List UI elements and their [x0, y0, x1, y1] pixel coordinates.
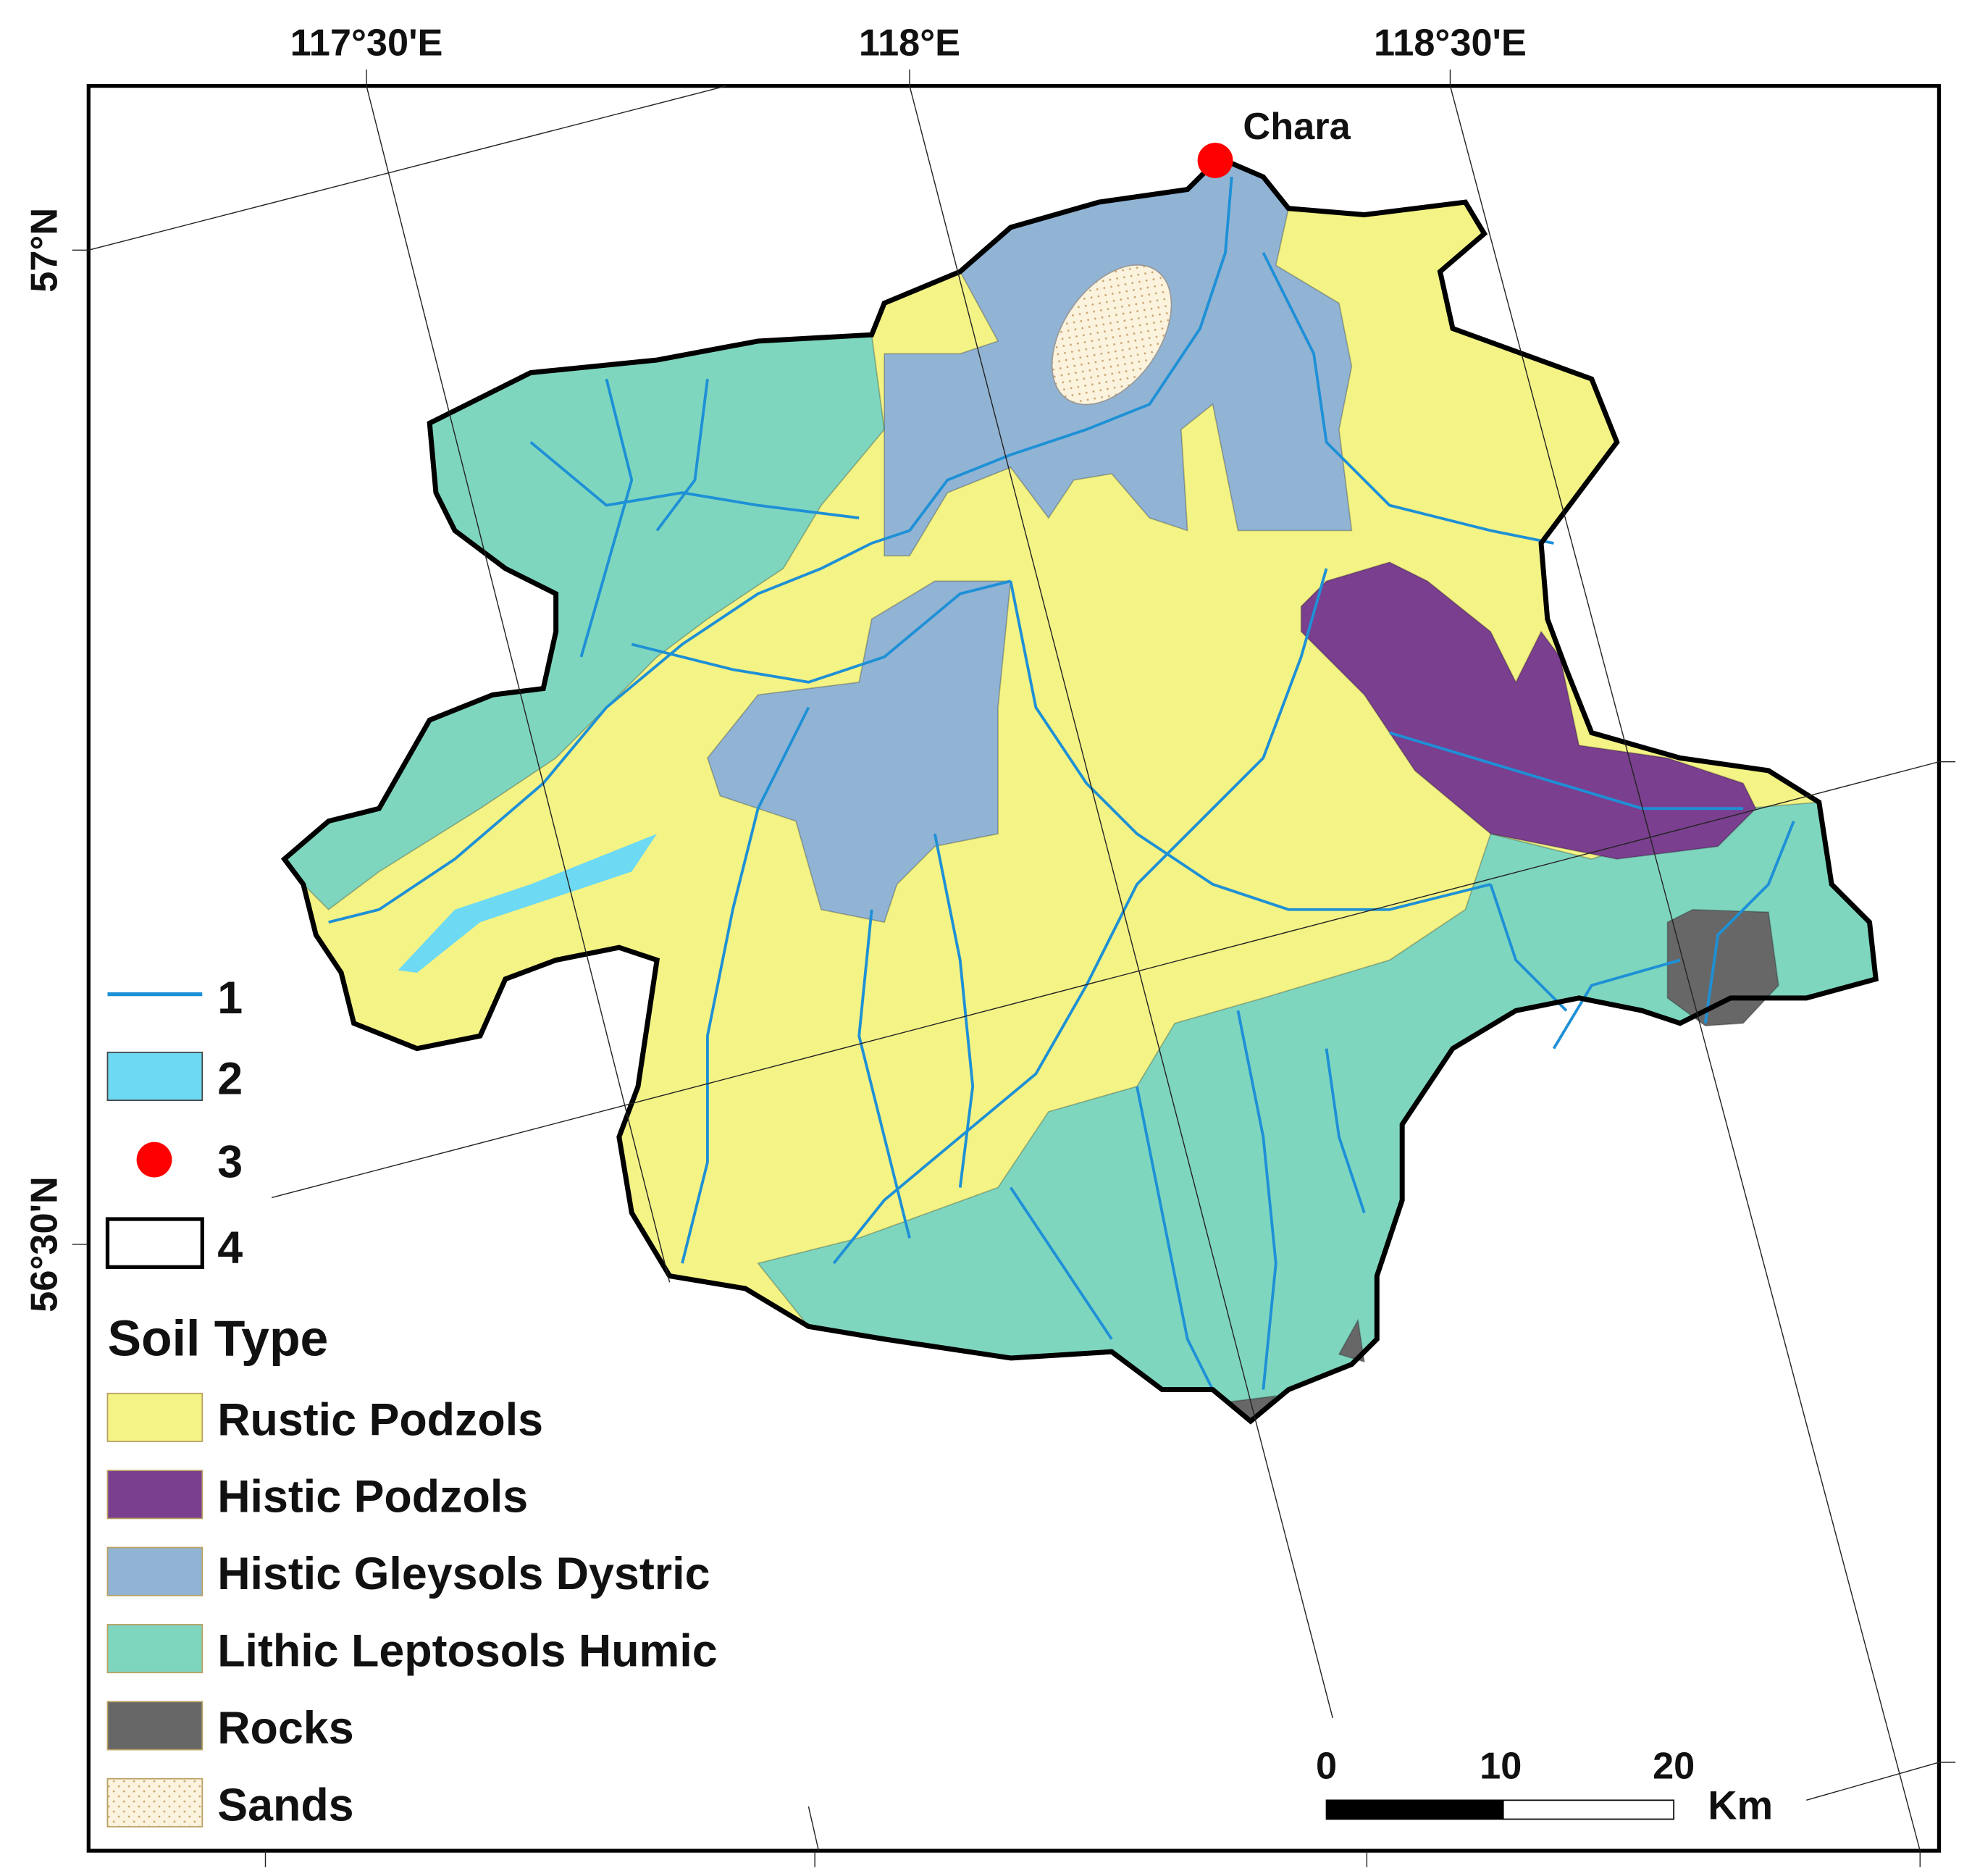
soil-region [1300, 561, 1757, 860]
soil-legend: Rustic Podzols Histic Podzols Histic Gleys… [106, 1392, 718, 1830]
legend-label: 2 [217, 1053, 243, 1104]
legend-swatch [106, 1701, 204, 1751]
scale-label: 0 [1316, 1746, 1337, 1788]
soil-region [1338, 1318, 1365, 1363]
lon-label: 118°E [859, 22, 960, 64]
graticule [72, 69, 1956, 1867]
legend-label: Sands [217, 1780, 353, 1830]
legend-swatch [106, 1392, 204, 1442]
lake [398, 834, 658, 973]
legend-label: Histic Gleysols Dystric [217, 1549, 710, 1599]
scale-bar-black [1325, 1799, 1504, 1820]
legend-label: 3 [217, 1137, 243, 1188]
place-label: Chara [1243, 106, 1351, 148]
town-marker [1197, 143, 1233, 178]
scale-unit: Km [1708, 1783, 1773, 1828]
legend-swatch [106, 1624, 204, 1674]
legend-label: 4 [217, 1223, 243, 1273]
lat-label: 57°N [24, 208, 66, 293]
legend-label: Histic Podzols [217, 1472, 528, 1523]
rivers [328, 177, 1795, 1391]
legend-swatch [106, 1470, 204, 1520]
legend-lake [106, 1051, 204, 1101]
basin-boundary [280, 154, 1879, 1425]
legend-title: Soil Type [107, 1310, 328, 1366]
legend-label: 1 [217, 973, 243, 1023]
lon-label: 117°30'E [290, 22, 443, 64]
lat-label: 56°30'N [24, 1176, 66, 1312]
legend-swatch [106, 1546, 204, 1596]
scale-bar-white [1502, 1799, 1675, 1820]
scale-label: 10 [1480, 1746, 1522, 1788]
scale-label: 20 [1653, 1746, 1695, 1788]
legend-boundary [105, 1217, 204, 1269]
legend-town [136, 1142, 172, 1178]
legend-label: Rocks [217, 1703, 353, 1754]
lon-label: 118°30'E [1374, 22, 1527, 64]
legend-swatch [106, 1777, 204, 1827]
legend-label: Rustic Podzols [217, 1394, 543, 1445]
sands-region [1051, 264, 1172, 406]
legend-label: Lithic Leptosols Humic [217, 1625, 717, 1676]
